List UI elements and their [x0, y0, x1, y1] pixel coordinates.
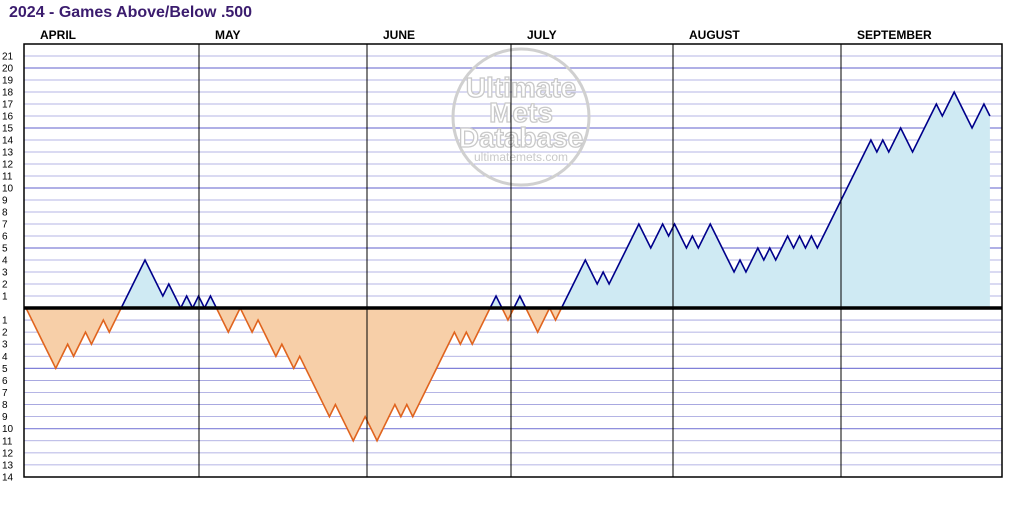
- watermark-line2: Mets: [489, 97, 553, 128]
- y-tick-label: 18: [2, 88, 14, 99]
- area-above: [490, 296, 502, 308]
- line-below: [501, 307, 515, 322]
- y-tick-label: 14: [2, 136, 14, 147]
- line-below: [525, 307, 551, 334]
- line-below: [25, 307, 122, 371]
- chart-frame: [23, 43, 1003, 478]
- month-label: SEPTEMBER: [857, 28, 932, 42]
- line-above: [513, 294, 527, 309]
- watermark-line1: Ultimate: [466, 72, 576, 103]
- y-tick-label: 14: [2, 472, 14, 483]
- y-tick-label: 19: [2, 76, 14, 87]
- y-tick-label: 13: [2, 148, 14, 159]
- y-tick-label: 5: [2, 244, 8, 255]
- y-tick-label: 15: [2, 124, 14, 135]
- month-label: JULY: [527, 28, 557, 42]
- area-above: [561, 92, 990, 308]
- watermark-line3: Database: [459, 122, 584, 153]
- y-tick-label: 4: [2, 256, 8, 267]
- month-label: APRIL: [40, 28, 76, 42]
- y-tick-label: 2: [2, 280, 8, 291]
- y-tick-label: 13: [2, 460, 14, 471]
- line-above: [179, 294, 194, 309]
- area-above: [121, 260, 181, 308]
- axis-labels: 2120191817161514131211109876543211234567…: [2, 28, 932, 483]
- line-below: [215, 307, 241, 334]
- y-tick-label: 8: [2, 400, 8, 411]
- y-tick-label: 11: [2, 436, 13, 447]
- y-tick-label: 12: [2, 448, 14, 459]
- line-above: [203, 294, 218, 309]
- y-tick-label: 16: [2, 112, 14, 123]
- plot-border: [23, 43, 1003, 478]
- area-above: [513, 296, 526, 308]
- y-tick-label: 17: [2, 100, 14, 111]
- y-tick-label: 21: [2, 52, 14, 63]
- area-above: [180, 296, 193, 308]
- area-below: [216, 308, 241, 333]
- y-tick-label: 5: [2, 364, 8, 375]
- line-above: [560, 90, 991, 309]
- watermark-logo: Ultimate Mets Database ultimatemets.com: [451, 47, 591, 187]
- area-below: [26, 308, 122, 369]
- y-tick-label: 9: [2, 412, 8, 423]
- line-above: [120, 258, 182, 309]
- line-below: [548, 307, 563, 322]
- y-tick-label: 7: [2, 220, 8, 231]
- y-tick-label: 1: [2, 316, 8, 327]
- y-tick-label: 3: [2, 340, 8, 351]
- y-tick-label: 4: [2, 352, 8, 363]
- month-label: JUNE: [383, 28, 415, 42]
- y-tick-label: 10: [2, 424, 14, 435]
- area-below: [549, 308, 562, 321]
- chart-title: 2024 - Games Above/Below .500: [9, 4, 253, 21]
- month-dividers: [198, 44, 842, 477]
- y-tick-label: 20: [2, 64, 14, 75]
- y-tick-label: 8: [2, 208, 8, 219]
- line-above: [489, 294, 503, 309]
- y-tick-label: 3: [2, 268, 8, 279]
- y-tick-label: 7: [2, 388, 8, 399]
- y-tick-label: 2: [2, 328, 8, 339]
- y-tick-label: 11: [2, 172, 13, 183]
- area-below: [240, 308, 491, 441]
- line-below: [239, 307, 491, 443]
- area-below: [525, 308, 550, 333]
- watermark-url: ultimatemets.com: [474, 150, 568, 164]
- y-tick-label: 1: [2, 292, 8, 303]
- month-label: AUGUST: [689, 28, 740, 42]
- y-tick-label: 12: [2, 160, 14, 171]
- area-below: [502, 308, 514, 321]
- area-above: [204, 296, 217, 308]
- series-lines: [25, 90, 991, 443]
- areas: [26, 92, 990, 441]
- y-tick-label: 9: [2, 196, 8, 207]
- month-label: MAY: [215, 28, 241, 42]
- y-tick-label: 10: [2, 184, 14, 195]
- y-tick-label: 6: [2, 232, 8, 243]
- y-tick-label: 6: [2, 376, 8, 387]
